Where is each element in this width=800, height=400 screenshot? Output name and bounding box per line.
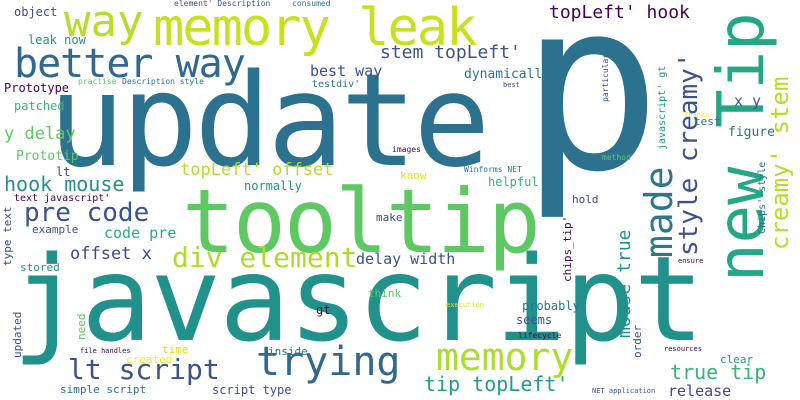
- word-object: object: [14, 5, 58, 19]
- word-lt-script: lt script: [68, 353, 220, 386]
- word-make: make: [376, 211, 403, 224]
- word-creamy-stem: creamy' stem: [766, 76, 794, 250]
- word-best-way: best way: [310, 62, 383, 80]
- word-order: order: [631, 324, 644, 358]
- word-mouse-true: mouse true: [614, 229, 635, 338]
- word-ensure: ensure: [678, 257, 704, 265]
- word-tip-topleft: tip topLeft': [424, 372, 569, 396]
- word-pre-code: pre code: [24, 198, 150, 228]
- word-memory-leak: memory leak: [153, 0, 477, 58]
- word-y-delay: y delay: [4, 124, 76, 144]
- word-time: time: [162, 343, 189, 356]
- word-way: way: [64, 0, 144, 47]
- word-resources: resources: [664, 345, 702, 353]
- word-method: method: [602, 153, 631, 162]
- word-consumed: consumed: [292, 0, 331, 8]
- word-better-way: better way: [14, 41, 246, 87]
- word-lifecycle: lifecycle: [518, 331, 562, 340]
- word-trying: trying: [256, 339, 401, 385]
- word-update: update: [48, 47, 490, 196]
- word-dynamically: dynamically: [464, 67, 551, 82]
- word-tooltip: tooltip: [182, 170, 541, 273]
- word-prototip: Prototip: [16, 149, 79, 164]
- word-code-pre: code pre: [104, 224, 177, 242]
- word-element-description: element' Description: [174, 0, 271, 8]
- word-winforms-net: Winforms NET: [464, 165, 522, 174]
- word-execution: execution: [446, 301, 484, 309]
- word-prototype: Prototype: [4, 81, 70, 95]
- word-offset-x: offset x: [70, 244, 152, 264]
- word-release: release: [668, 382, 732, 400]
- word-p: p: [520, 0, 662, 224]
- word-memory: memory: [436, 335, 574, 379]
- word-images: images: [392, 145, 421, 154]
- word-patched: patched: [14, 99, 65, 113]
- word-delay-width: delay width: [356, 250, 456, 268]
- word-true-tip: true tip: [670, 360, 767, 384]
- word-normally: normally: [244, 179, 302, 193]
- word-particular: particular: [601, 53, 610, 102]
- word-inside: inside: [268, 345, 308, 358]
- word-made: made: [637, 166, 681, 258]
- word-created: created: [126, 353, 173, 366]
- word-file-handles: file handles: [80, 347, 131, 355]
- word-thanks: Thanks: [684, 111, 710, 119]
- word-example: example: [32, 223, 79, 236]
- word-probably: probably: [522, 299, 580, 313]
- word-hook-mouse: hook mouse: [4, 172, 125, 196]
- word-description-style: Description style: [122, 77, 204, 86]
- word-x-y: x y: [734, 92, 762, 110]
- word-style-creamy: style creamy': [674, 52, 704, 257]
- word-gt: gt: [316, 303, 331, 317]
- word-chips-style: Chips' style: [757, 161, 768, 234]
- word-figure: figure: [728, 125, 775, 140]
- word-clear: clear: [720, 353, 754, 366]
- word-know: know: [400, 169, 427, 182]
- word-leak-now: leak now: [28, 33, 86, 47]
- word-script-type: script type: [212, 383, 292, 397]
- word-net-application: NET application: [592, 387, 656, 395]
- word-test: test: [694, 115, 721, 128]
- word-need: need: [75, 313, 88, 341]
- word-updated: updated: [11, 311, 24, 358]
- word-lt: lt: [56, 165, 71, 179]
- word-testdiv: testdiv': [312, 79, 361, 90]
- word-type-text: type text: [1, 206, 14, 266]
- word-stem-topleft: stem topLeft': [380, 42, 521, 63]
- word-chips-tip: chips_tip': [561, 215, 574, 282]
- word-stored: stored: [20, 261, 60, 274]
- word-helpful: helpful: [488, 175, 539, 189]
- word-div-element: div element: [172, 241, 358, 274]
- word-text-javascript: text javascript': [14, 193, 111, 204]
- word-practise: practise: [78, 77, 117, 86]
- word-topleft-offset: topLeft' offset: [180, 160, 334, 180]
- word-think: think: [368, 287, 402, 300]
- word-simple-script: simple script: [60, 383, 147, 396]
- word-javascript: javascript: [12, 230, 704, 368]
- word-new-tip: new Tip: [705, 12, 779, 282]
- word-seems: seems: [516, 313, 553, 327]
- word-best: best: [503, 81, 520, 89]
- word-topleft-hook: topLeft' hook: [549, 2, 690, 23]
- word-javascript-gt: javascript' gt: [657, 65, 668, 150]
- word-hold: hold: [572, 193, 599, 206]
